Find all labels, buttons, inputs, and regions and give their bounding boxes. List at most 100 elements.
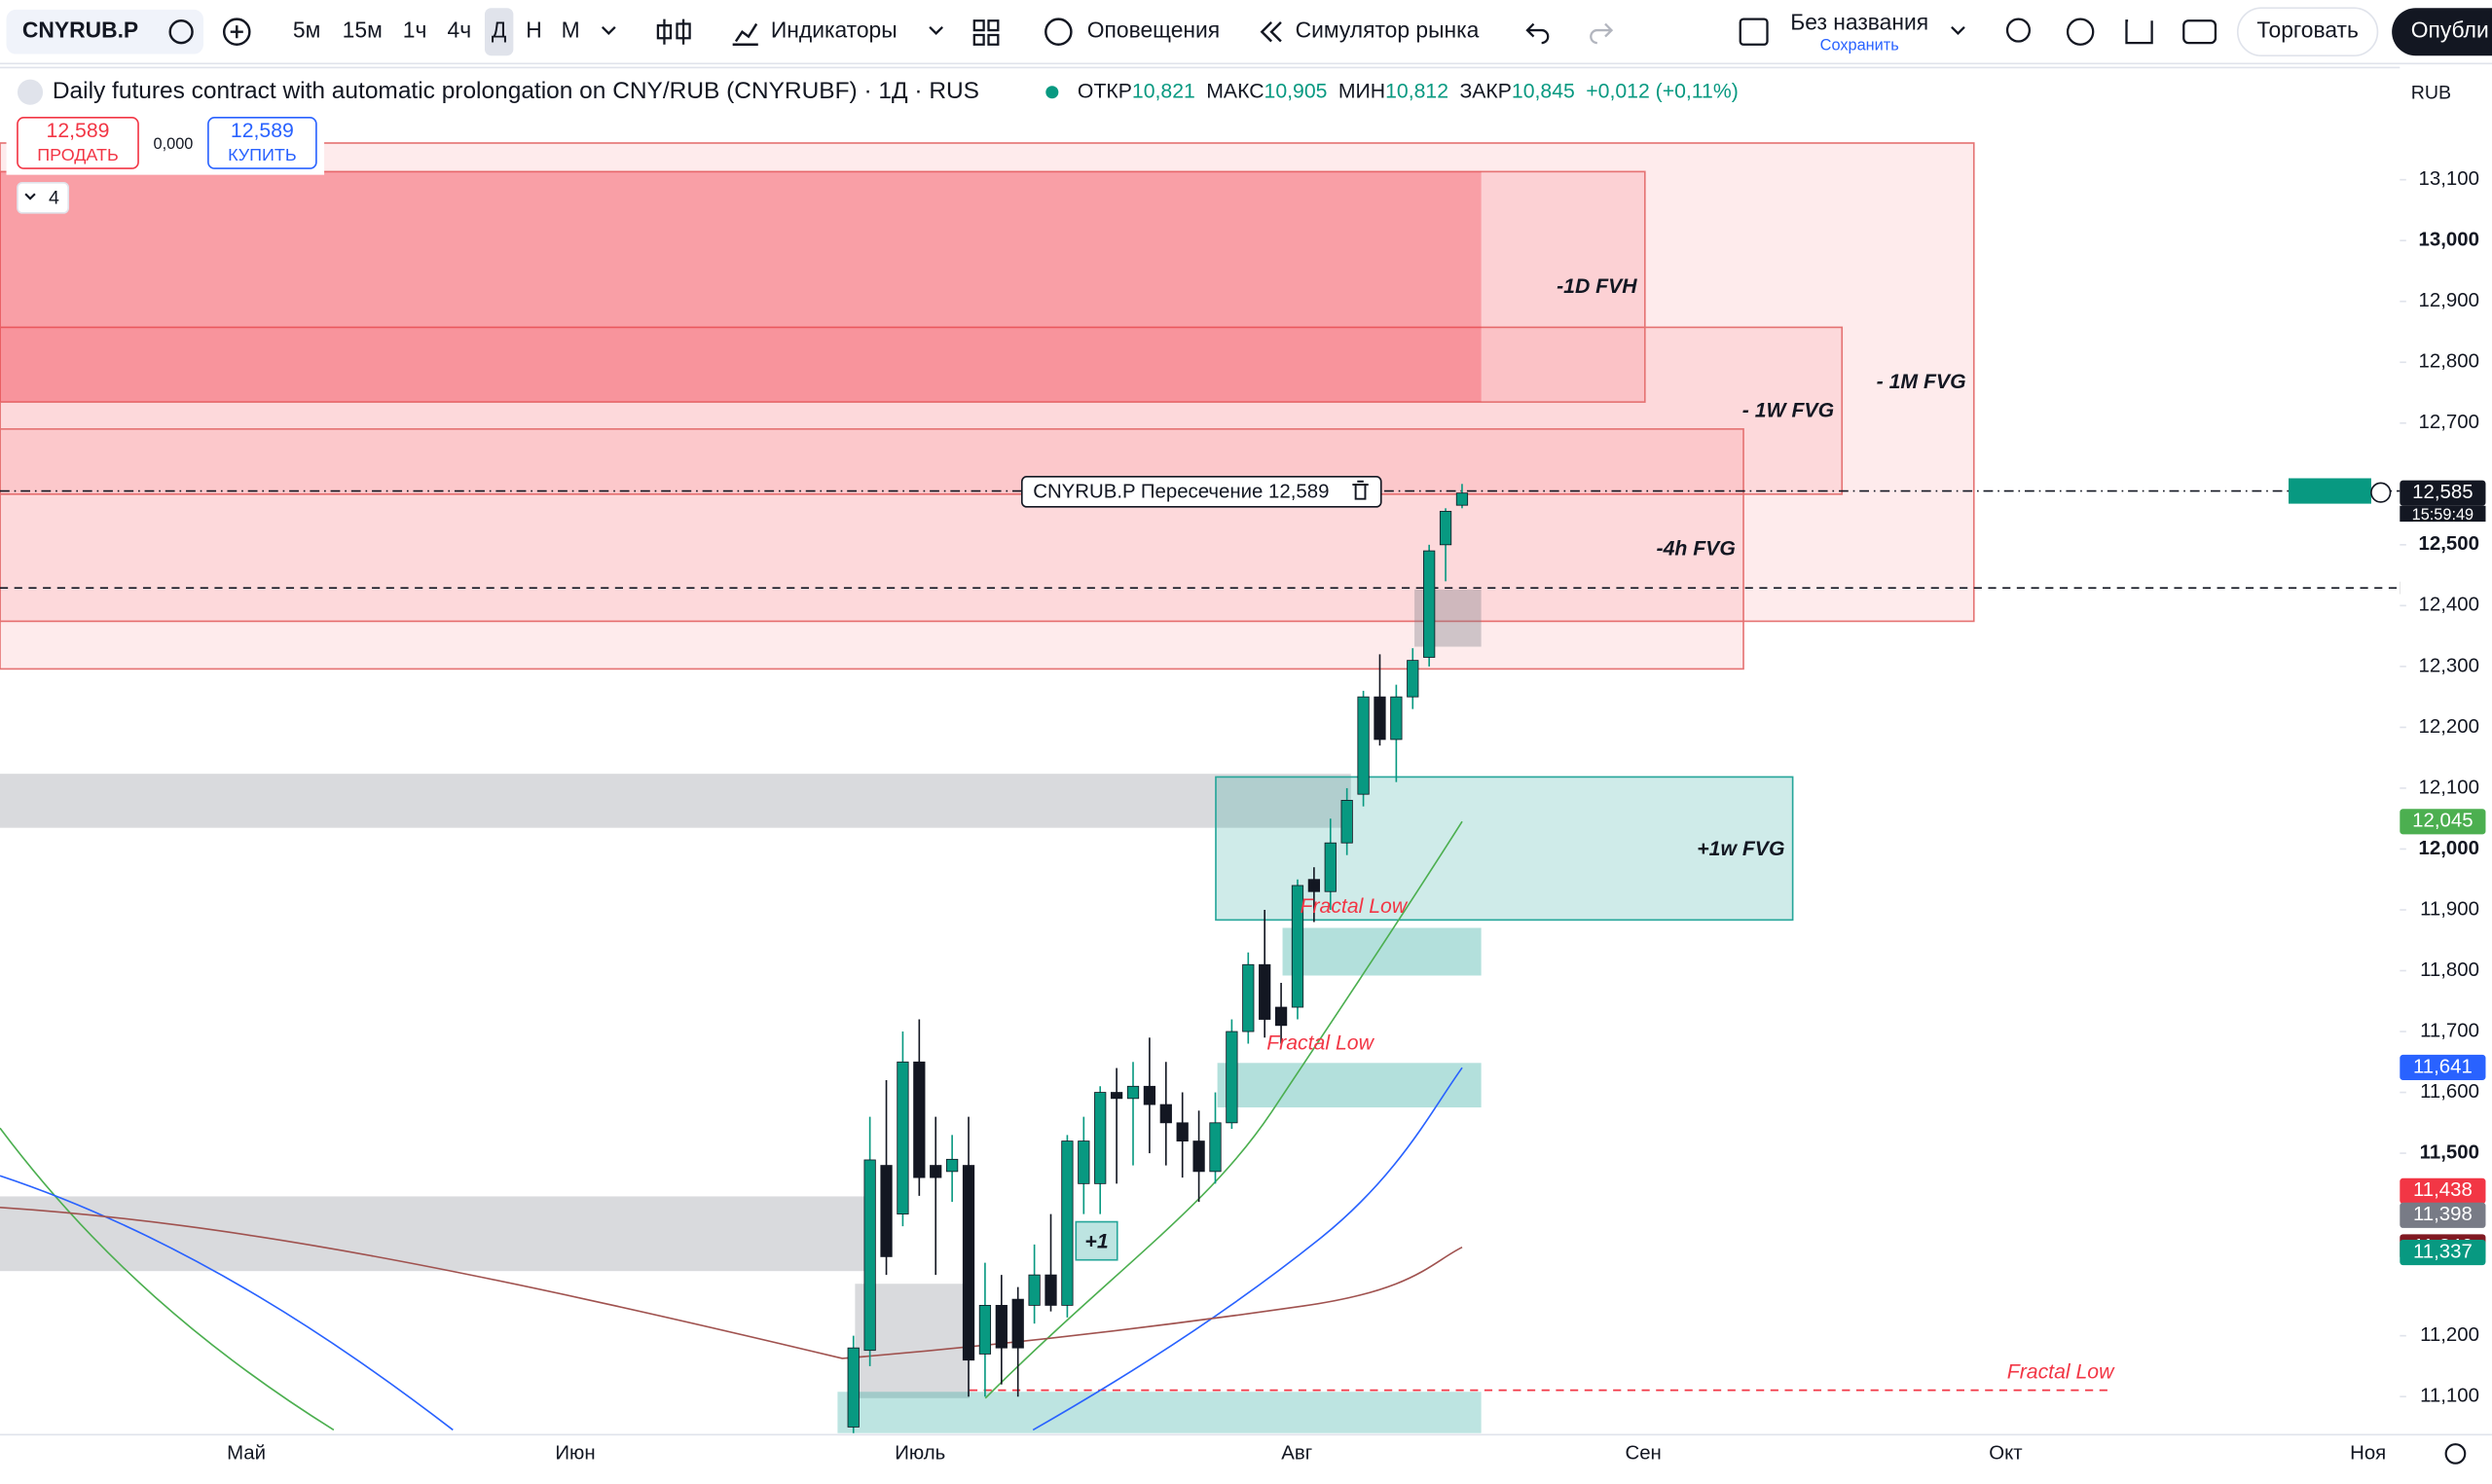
indicators-button[interactable]: Индикаторы (771, 18, 898, 43)
interval[interactable]: 4ч (448, 18, 472, 43)
zone-1w (0, 326, 1844, 495)
sell-box[interactable] (17, 117, 139, 169)
search-icon[interactable] (2005, 18, 2032, 43)
ma-line (0, 1207, 1463, 1359)
plus-one-label: +1 (1084, 1230, 1108, 1252)
chart-type-icon[interactable] (656, 18, 691, 45)
symbol-icon[interactable] (168, 19, 194, 45)
y-tick-label: 11,600 (2420, 1081, 2479, 1103)
price-badge (2400, 1239, 2486, 1266)
candle-body (1094, 1092, 1107, 1184)
symbol-box[interactable] (6, 9, 203, 54)
replay-button[interactable]: Симулятор рынка (1296, 18, 1480, 43)
y-tick-label: 11,200 (2420, 1324, 2479, 1346)
toolbar-bg (0, 0, 2492, 64)
interval[interactable]: Н (526, 18, 542, 43)
spread: 0,000 (154, 135, 194, 153)
candle-body (1274, 1006, 1288, 1027)
plus-icon (230, 25, 243, 39)
candle-body (1423, 550, 1436, 658)
chevron[interactable] (929, 25, 943, 35)
y-tick-label: 12,300 (2419, 655, 2479, 676)
price-badge-label: 11,337 (2413, 1241, 2473, 1262)
symbol-badge (2289, 478, 2371, 504)
candle-body (1209, 1122, 1222, 1173)
layout-icon[interactable] (1739, 18, 1769, 46)
delete-icon[interactable] (1352, 480, 1369, 500)
y-tick-label: 11,500 (2420, 1141, 2479, 1163)
zone-plus-1w (1215, 776, 1794, 922)
chevron[interactable] (24, 193, 36, 200)
legend-ohlc: ОТКР10,821 МАКС10,905 МИН10,812 ЗАКР10,845 +… (1078, 80, 1739, 102)
interval[interactable]: Д (492, 18, 507, 43)
buy-button[interactable]: КУПИТЬ (228, 145, 297, 164)
price-badge-label: 11,398 (2413, 1204, 2473, 1225)
divider (0, 66, 2400, 69)
zone-teal (837, 1392, 1482, 1433)
interval[interactable]: 15м (343, 18, 383, 43)
add-alert-icon[interactable] (2370, 482, 2392, 503)
ohlc-value: 10,812 (1385, 80, 1448, 102)
interval-active (484, 8, 514, 56)
x-tick-label: Окт (1989, 1442, 2022, 1464)
currency-box[interactable] (2402, 76, 2483, 112)
x-tick-label: Авг (1281, 1442, 1312, 1464)
x-tick-label: Июль (895, 1442, 945, 1464)
compare-icon[interactable] (222, 18, 251, 46)
interval[interactable]: 5м (293, 18, 320, 43)
zone-4h (0, 428, 1744, 670)
axis-settings-icon[interactable] (2444, 1443, 2467, 1465)
trade-button[interactable]: Торговать (2256, 18, 2359, 43)
alert-icon[interactable] (1044, 18, 1073, 46)
replay-icon[interactable] (1260, 21, 1282, 43)
undo-icon[interactable] (1525, 22, 1550, 45)
sell-price[interactable]: 12,589 (47, 120, 110, 142)
publish-box[interactable] (2392, 8, 2492, 56)
candle-body (1126, 1085, 1140, 1100)
ohlc-value: 10,845 (1512, 80, 1575, 102)
ohlc-value: 10,821 (1132, 80, 1195, 102)
sell-button[interactable]: ПРОДАТЬ (37, 145, 118, 164)
zone-teal (1282, 927, 1482, 976)
ohlc-value: 10,905 (1264, 80, 1328, 102)
candle-body (1159, 1104, 1172, 1124)
candle-body (1390, 696, 1403, 741)
candle-body (1192, 1140, 1205, 1173)
alert-label[interactable]: CNYRUB.P Пересечение 12,589 (1033, 482, 1329, 503)
templates-icon[interactable] (972, 19, 1000, 46)
settings-icon[interactable] (2066, 18, 2095, 46)
publish-button[interactable]: Опубли (2411, 18, 2489, 43)
zone-1d-inner (0, 171, 1482, 403)
chevron[interactable] (601, 25, 616, 35)
save-hint[interactable]: Сохранить (1820, 37, 1899, 54)
price-badge-label: 11,438 (2413, 1179, 2473, 1201)
indicators-icon[interactable] (732, 22, 758, 46)
currency[interactable]: RUB (2411, 83, 2451, 104)
snapshot-icon[interactable] (2182, 19, 2217, 45)
interval[interactable]: 1ч (403, 18, 427, 43)
legend-title: Daily futures contract with automatic pr… (53, 78, 979, 104)
fullscreen-icon[interactable] (2125, 19, 2153, 45)
trade-box[interactable] (2236, 7, 2379, 57)
buy-price[interactable]: 12,589 (231, 120, 294, 142)
zone-label: -1D FVH (1557, 275, 1637, 298)
symbol[interactable]: CNYRUB.P (22, 18, 138, 43)
y-tick-label: 12,100 (2419, 777, 2479, 798)
price-badge-label: 12,045 (2412, 811, 2473, 832)
redo-icon (1590, 22, 1614, 45)
layout-name[interactable]: Без названия (1790, 10, 1928, 35)
indicators-toggle[interactable] (17, 181, 70, 214)
candle-body (930, 1165, 942, 1178)
alert-box[interactable] (1020, 476, 1382, 508)
interval[interactable]: М (562, 18, 580, 43)
indicators-count[interactable]: 4 (49, 187, 59, 208)
zone-label: - 1W FVG (1742, 400, 1834, 422)
x-tick-label: Май (227, 1442, 266, 1464)
candle-body (913, 1061, 926, 1178)
alerts-button[interactable]: Оповещения (1087, 18, 1220, 43)
plot (0, 142, 2410, 1433)
buy-box[interactable] (207, 117, 317, 169)
candle-body (1407, 660, 1419, 698)
chevron[interactable] (1951, 25, 1965, 35)
